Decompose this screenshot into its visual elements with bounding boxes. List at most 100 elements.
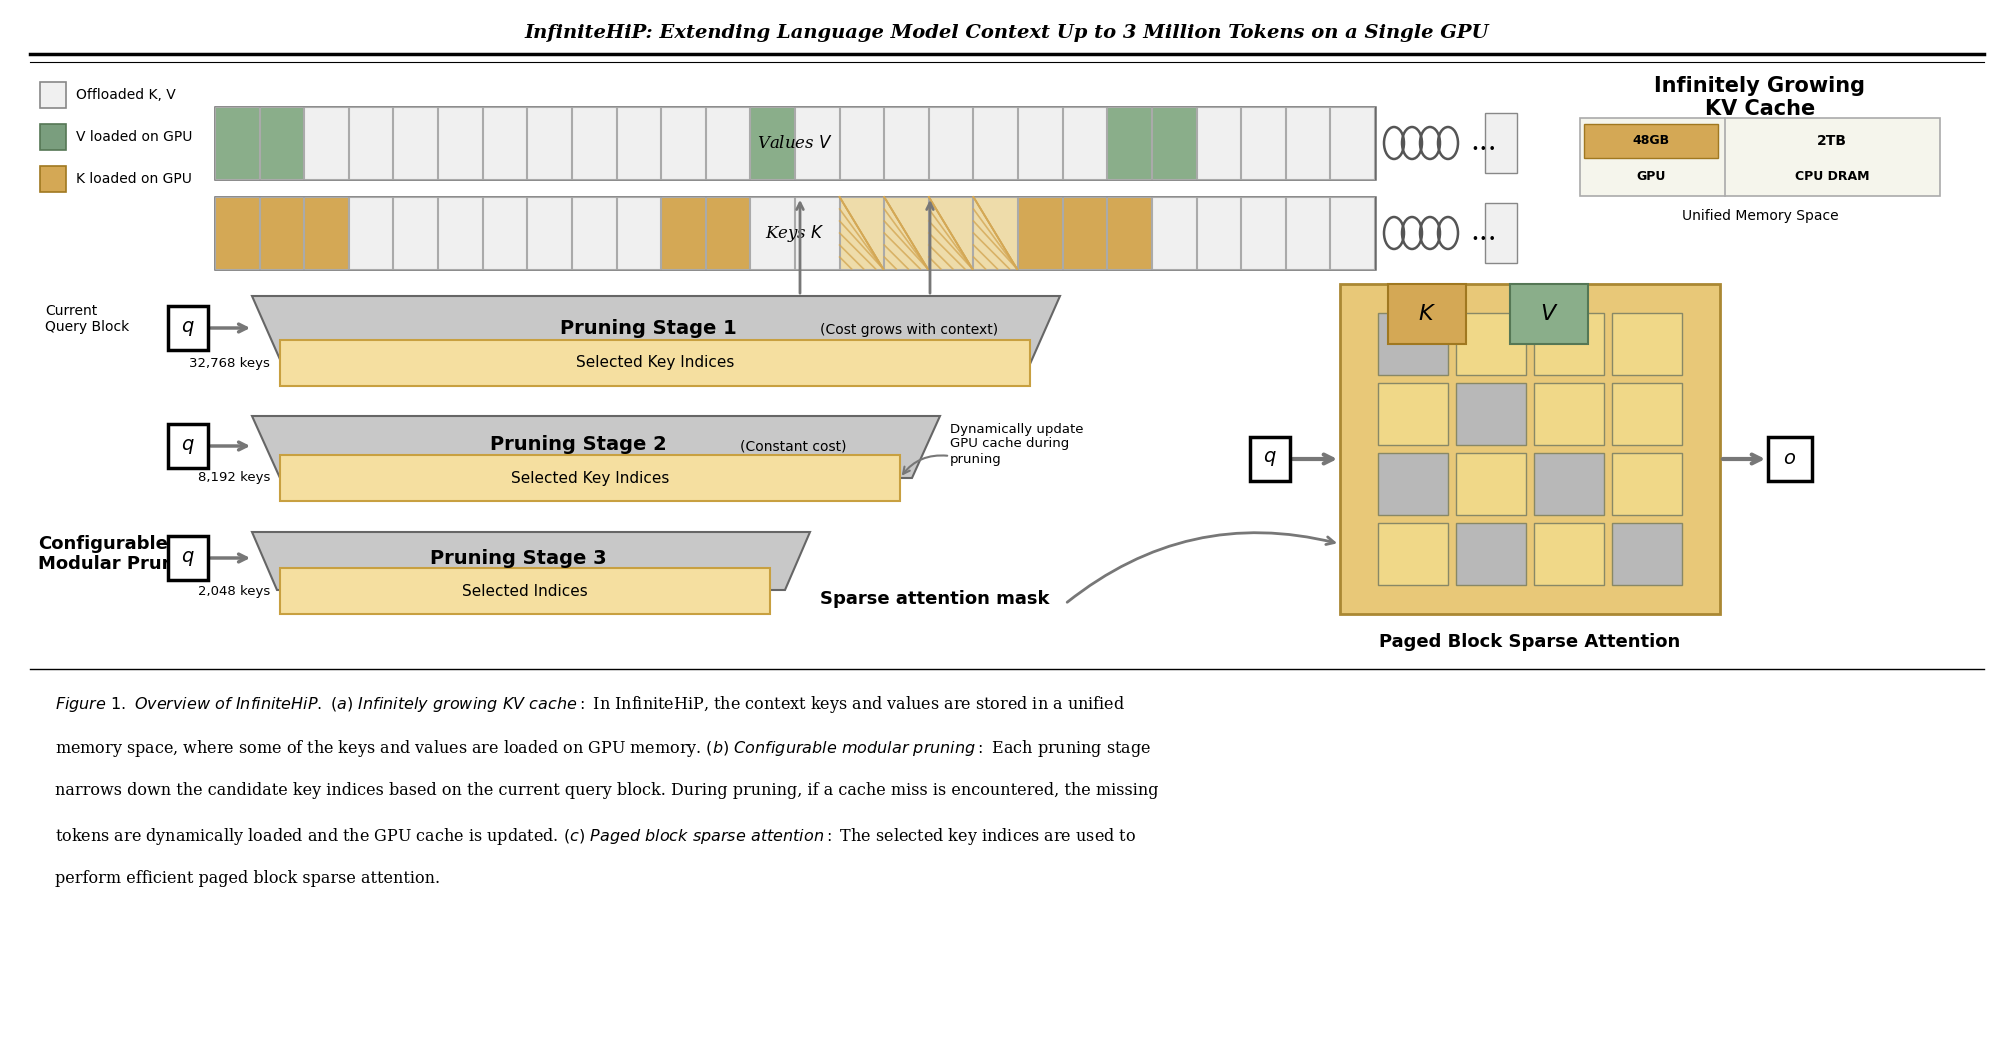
Text: (Cost grows with context): (Cost grows with context) bbox=[820, 323, 999, 337]
Bar bbox=[1196, 197, 1241, 269]
Bar bbox=[1456, 453, 1527, 515]
Bar bbox=[439, 108, 481, 179]
Bar bbox=[1017, 108, 1061, 179]
Text: (Constant cost): (Constant cost) bbox=[739, 440, 846, 454]
Bar bbox=[1581, 118, 1939, 196]
Bar bbox=[705, 197, 749, 269]
Bar bbox=[751, 197, 794, 269]
Text: 2TB: 2TB bbox=[1817, 134, 1847, 148]
Bar bbox=[928, 197, 973, 269]
Polygon shape bbox=[252, 296, 1059, 364]
Bar bbox=[661, 197, 705, 269]
Bar bbox=[616, 197, 661, 269]
Bar bbox=[796, 197, 838, 269]
Bar bbox=[167, 536, 207, 580]
Text: ...: ... bbox=[1470, 130, 1496, 156]
Bar bbox=[40, 124, 66, 150]
Bar bbox=[1152, 197, 1196, 269]
Bar bbox=[1388, 284, 1466, 344]
Bar bbox=[1535, 383, 1603, 445]
Text: K loaded on GPU: K loaded on GPU bbox=[77, 172, 191, 186]
Text: Offloaded K, V: Offloaded K, V bbox=[77, 87, 175, 102]
Bar bbox=[1331, 108, 1374, 179]
Bar bbox=[1535, 523, 1603, 585]
Bar bbox=[483, 108, 526, 179]
Bar bbox=[1535, 313, 1603, 375]
Text: Sparse attention mask: Sparse attention mask bbox=[820, 590, 1049, 608]
Text: 8,192 keys: 8,192 keys bbox=[197, 471, 270, 485]
Polygon shape bbox=[252, 532, 810, 590]
Bar bbox=[1196, 108, 1241, 179]
Text: $K$: $K$ bbox=[1418, 302, 1436, 325]
Bar bbox=[884, 108, 928, 179]
Text: Current
Query Block: Current Query Block bbox=[44, 304, 129, 334]
Text: Keys $K$: Keys $K$ bbox=[765, 222, 826, 243]
Bar bbox=[167, 424, 207, 468]
Bar bbox=[40, 165, 66, 192]
Text: tokens are dynamically loaded and the GPU cache is updated. $\it{(c)\ Paged\ blo: tokens are dynamically loaded and the GP… bbox=[54, 826, 1136, 847]
Text: Pruning Stage 1: Pruning Stage 1 bbox=[560, 318, 737, 337]
Text: $q$: $q$ bbox=[1263, 449, 1277, 468]
Bar bbox=[1378, 523, 1448, 585]
Bar bbox=[215, 197, 1376, 269]
Bar bbox=[1378, 453, 1448, 515]
Text: CPU DRAM: CPU DRAM bbox=[1794, 170, 1869, 182]
Bar bbox=[393, 197, 437, 269]
Bar bbox=[751, 108, 794, 179]
Bar bbox=[393, 108, 437, 179]
Text: Infinitely Growing
KV Cache: Infinitely Growing KV Cache bbox=[1653, 76, 1865, 119]
Bar bbox=[40, 82, 66, 108]
Bar bbox=[1331, 197, 1374, 269]
Text: V loaded on GPU: V loaded on GPU bbox=[77, 130, 193, 144]
Bar bbox=[1108, 197, 1150, 269]
Text: Dynamically update
GPU cache during
pruning: Dynamically update GPU cache during prun… bbox=[951, 423, 1084, 466]
Bar bbox=[1241, 108, 1285, 179]
Bar bbox=[1063, 108, 1106, 179]
Bar bbox=[1510, 284, 1587, 344]
Text: GPU: GPU bbox=[1635, 170, 1666, 182]
Bar bbox=[1484, 203, 1517, 264]
Text: Values $V$: Values $V$ bbox=[757, 135, 834, 152]
Bar bbox=[572, 197, 616, 269]
Bar bbox=[1017, 197, 1061, 269]
Text: Pruning Stage 3: Pruning Stage 3 bbox=[431, 549, 606, 568]
Text: $V$: $V$ bbox=[1541, 302, 1559, 325]
Text: $q$: $q$ bbox=[181, 548, 195, 567]
Bar bbox=[1611, 453, 1682, 515]
Bar bbox=[348, 197, 393, 269]
Text: Pruning Stage 2: Pruning Stage 2 bbox=[489, 435, 667, 454]
Text: 2,048 keys: 2,048 keys bbox=[197, 585, 270, 598]
Bar bbox=[1152, 108, 1196, 179]
Bar bbox=[1611, 383, 1682, 445]
Text: ...: ... bbox=[1470, 219, 1496, 247]
Bar bbox=[304, 197, 348, 269]
Bar bbox=[215, 197, 258, 269]
Bar bbox=[661, 108, 705, 179]
Bar bbox=[1378, 383, 1448, 445]
Bar bbox=[280, 340, 1029, 386]
Bar bbox=[884, 197, 928, 269]
Bar bbox=[1378, 313, 1448, 375]
Bar bbox=[1456, 383, 1527, 445]
Bar bbox=[483, 197, 526, 269]
Text: 48GB: 48GB bbox=[1633, 135, 1670, 148]
Bar bbox=[1583, 124, 1718, 158]
Bar bbox=[528, 108, 570, 179]
Text: Configurable
Modular Pruning: Configurable Modular Pruning bbox=[38, 534, 205, 573]
Text: $o$: $o$ bbox=[1784, 450, 1796, 468]
Text: Selected Key Indices: Selected Key Indices bbox=[576, 355, 735, 371]
Bar bbox=[1285, 197, 1329, 269]
Bar bbox=[1456, 523, 1527, 585]
Text: narrows down the candidate key indices based on the current query block. During : narrows down the candidate key indices b… bbox=[54, 782, 1158, 799]
Bar bbox=[260, 197, 304, 269]
Polygon shape bbox=[252, 416, 941, 479]
Bar bbox=[840, 197, 884, 269]
Bar bbox=[1611, 523, 1682, 585]
Bar bbox=[1484, 113, 1517, 173]
Text: Unified Memory Space: Unified Memory Space bbox=[1682, 209, 1839, 223]
Bar bbox=[1768, 437, 1813, 481]
Bar bbox=[528, 197, 570, 269]
Bar bbox=[348, 108, 393, 179]
Bar bbox=[1535, 453, 1603, 515]
Text: memory space, where some of the keys and values are loaded on GPU memory. $\it{(: memory space, where some of the keys and… bbox=[54, 738, 1152, 759]
